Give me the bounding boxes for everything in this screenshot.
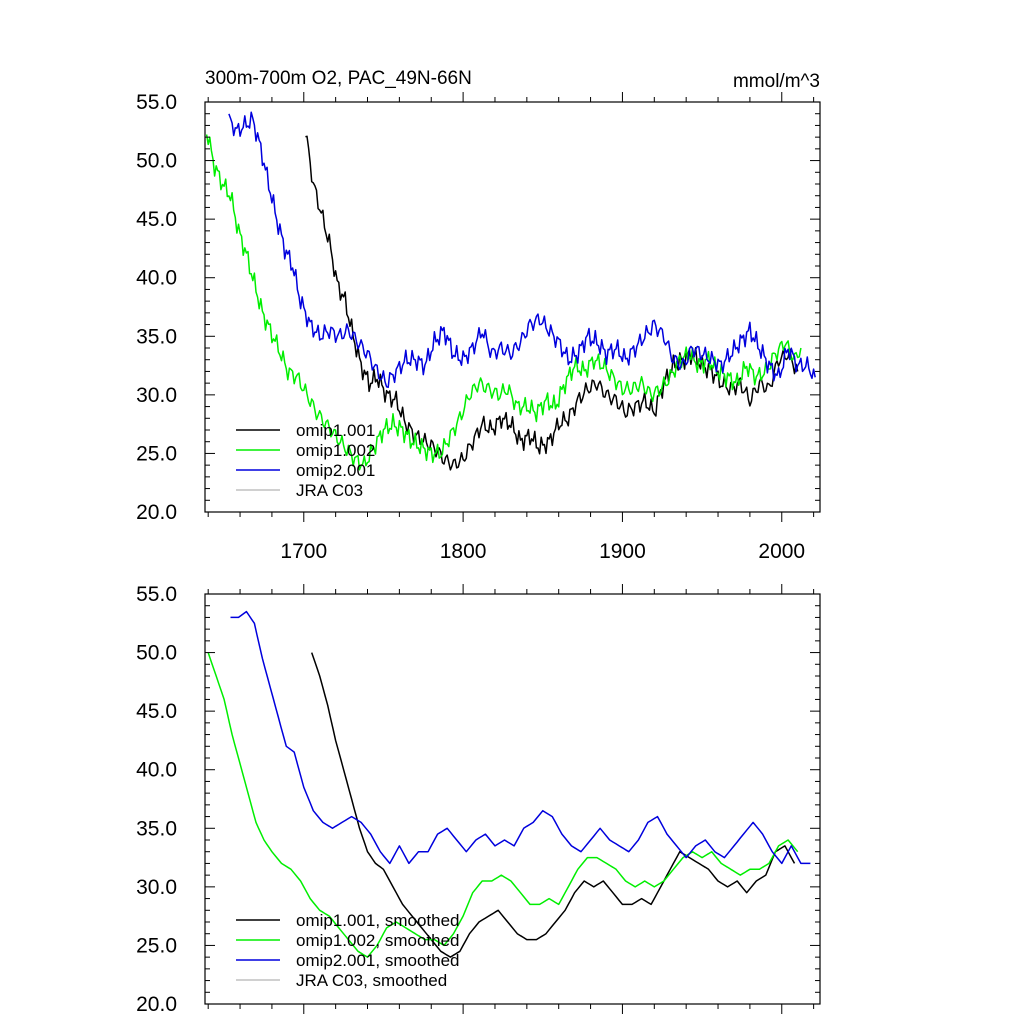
y-tick-label: 25.0 bbox=[136, 934, 177, 957]
bottom-panel: 20.0 25.0 30.0 35.0 40.0 45.0 50.0 55.0 omip1.00… bbox=[136, 583, 821, 1016]
y-tick-label: 35.0 bbox=[136, 325, 177, 348]
y-tick-label: 35.0 bbox=[136, 817, 177, 840]
chart-units: mmol/m^3 bbox=[733, 71, 820, 92]
x-tick-label: 1700 bbox=[280, 540, 327, 563]
legend-label: omip1.001 bbox=[296, 421, 375, 440]
y-tick-label: 40.0 bbox=[136, 759, 177, 782]
y-tick-label: 20.0 bbox=[136, 501, 177, 524]
y-tick-label: 50.0 bbox=[136, 150, 177, 173]
y-tick-label: 45.0 bbox=[136, 700, 177, 723]
series-line-omip2-001 bbox=[228, 111, 816, 389]
legend-label: omip2.001, smoothed bbox=[296, 951, 460, 970]
y-tick-label: 55.0 bbox=[136, 583, 177, 606]
legend-label: JRA C03, smoothed bbox=[296, 971, 447, 990]
series-line-omip1-002 bbox=[205, 134, 802, 471]
legend-label: omip1.001, smoothed bbox=[296, 911, 460, 930]
series-line-omip1-002-smoothed bbox=[207, 652, 799, 958]
series-line-omip1-001 bbox=[305, 135, 799, 471]
y-tick-label: 30.0 bbox=[136, 384, 177, 407]
legend-label: omip2.001 bbox=[296, 461, 375, 480]
y-tick-label: 45.0 bbox=[136, 208, 177, 231]
y-tick-label: 40.0 bbox=[136, 267, 177, 290]
x-tick-label: 1800 bbox=[440, 540, 487, 563]
x-tick-label: 1900 bbox=[599, 540, 646, 563]
series-line-omip1-001-smoothed bbox=[310, 652, 796, 958]
y-tick-label: 50.0 bbox=[136, 642, 177, 665]
x-tick-label: 2000 bbox=[758, 540, 805, 563]
y-tick-label: 55.0 bbox=[136, 91, 177, 114]
legend-label: omip1.002 bbox=[296, 441, 375, 460]
legend-label: JRA C03 bbox=[296, 481, 363, 500]
y-tick-label: 30.0 bbox=[136, 876, 177, 899]
plot-frame bbox=[204, 593, 821, 1005]
series-line-omip2-001-smoothed bbox=[230, 610, 811, 865]
top-panel: 20.0 25.0 30.0 35.0 40.0 45.0 50.0 55.0 1700 1800… bbox=[136, 91, 821, 563]
y-tick-label: 25.0 bbox=[136, 442, 177, 465]
y-tick-label: 20.0 bbox=[136, 993, 177, 1016]
chart-title: 300m-700m O2, PAC_49N-66N bbox=[205, 68, 472, 89]
plot-frame bbox=[204, 101, 821, 513]
legend-label: omip1.002, smoothed bbox=[296, 931, 460, 950]
